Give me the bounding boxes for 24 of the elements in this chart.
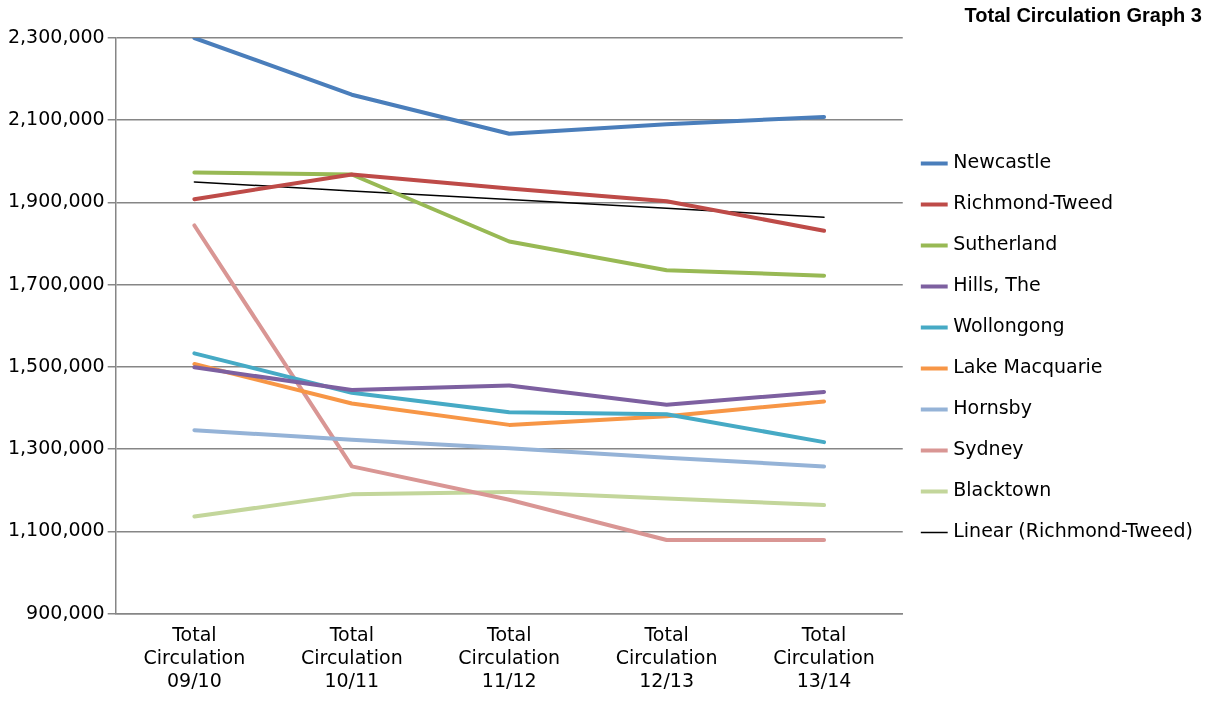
legend-label: Blacktown <box>953 478 1052 501</box>
y-tick-label: 1,700,000 <box>7 271 105 294</box>
legend-label: Sydney <box>953 437 1024 460</box>
x-tick-label: Total Circulation 13/14 <box>773 622 875 691</box>
y-tick-label: 1,300,000 <box>7 436 105 459</box>
x-tick-label: Total Circulation 10/11 <box>300 622 403 691</box>
y-tick-label: 2,100,000 <box>7 107 105 130</box>
legend-label: Hornsby <box>953 396 1032 419</box>
y-tick-label: 1,900,000 <box>7 189 105 212</box>
legend-label: Newcastle <box>953 150 1052 173</box>
y-tick-label: 1,100,000 <box>7 518 105 541</box>
x-tick-label: Total Circulation 12/13 <box>615 622 718 691</box>
legend-label: Wollongong <box>953 314 1065 337</box>
y-tick-label: 1,500,000 <box>7 353 105 376</box>
text: Total Circulation Graph 3 <box>964 3 1202 26</box>
x-tick-label: Total Circulation 11/12 <box>458 622 561 691</box>
y-tick-label: 2,300,000 <box>7 24 105 47</box>
legend-label: Lake Macquarie <box>953 355 1103 378</box>
legend-label: Richmond-Tweed <box>953 191 1114 214</box>
legend-label: Linear (Richmond-Tweed) <box>953 519 1193 542</box>
legend-label: Sutherland <box>953 232 1058 255</box>
y-tick-label: 900,000 <box>26 600 105 623</box>
legend-label: Hills, The <box>953 273 1041 296</box>
x-tick-label: Total Circulation 09/10 <box>143 622 246 691</box>
